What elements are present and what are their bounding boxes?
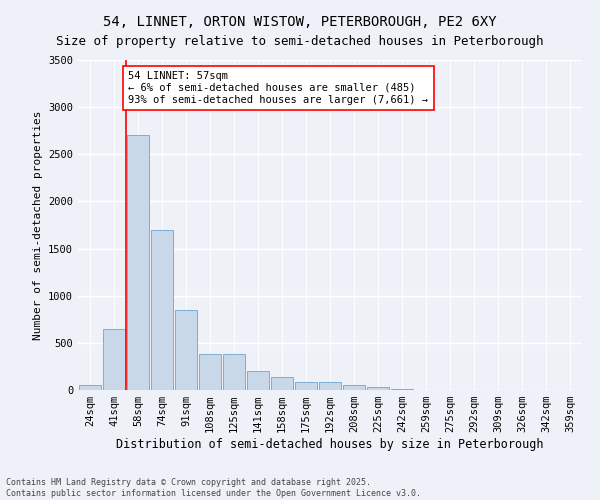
Bar (271, 377, 293, 390)
Bar (319, 382, 341, 390)
Bar (367, 387, 389, 390)
Bar (127, 136, 149, 390)
Bar (247, 371, 269, 390)
Text: 54, LINNET, ORTON WISTOW, PETERBOROUGH, PE2 6XY: 54, LINNET, ORTON WISTOW, PETERBOROUGH, … (103, 15, 497, 29)
Bar (151, 230, 173, 390)
Bar (199, 354, 221, 390)
Bar (103, 328, 125, 390)
Bar (79, 386, 101, 390)
Text: Contains HM Land Registry data © Crown copyright and database right 2025.
Contai: Contains HM Land Registry data © Crown c… (6, 478, 421, 498)
Bar (343, 386, 365, 390)
Text: 54 LINNET: 57sqm
← 6% of semi-detached houses are smaller (485)
93% of semi-deta: 54 LINNET: 57sqm ← 6% of semi-detached h… (128, 72, 428, 104)
X-axis label: Distribution of semi-detached houses by size in Peterborough: Distribution of semi-detached houses by … (116, 438, 544, 451)
Bar (295, 382, 317, 390)
Bar (391, 389, 413, 390)
Bar (175, 310, 197, 390)
Y-axis label: Number of semi-detached properties: Number of semi-detached properties (32, 110, 43, 340)
Text: Size of property relative to semi-detached houses in Peterborough: Size of property relative to semi-detach… (56, 35, 544, 48)
Bar (223, 354, 245, 390)
